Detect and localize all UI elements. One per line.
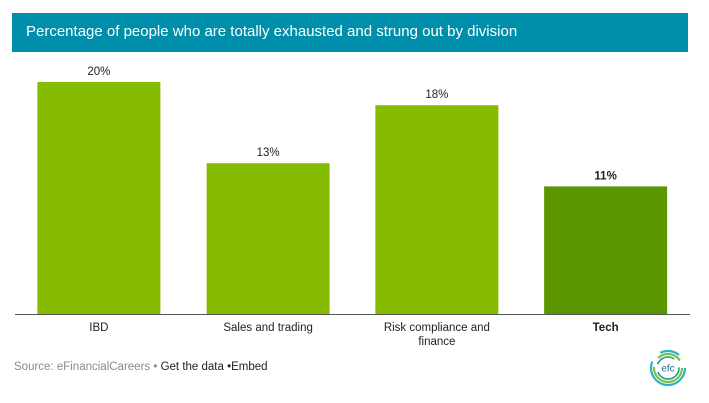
bar-tech <box>544 186 668 314</box>
x-tick-label: Sales and trading <box>223 322 313 334</box>
bar-risk-compliance-and-finance <box>375 105 499 314</box>
data-label: 13% <box>257 147 280 159</box>
logo-ring-middle <box>652 352 684 384</box>
bar-ibd <box>37 82 161 314</box>
logo-ring-inner <box>656 356 680 380</box>
data-label: 11% <box>594 170 616 182</box>
chart-title: Percentage of people who are totally exh… <box>26 23 518 40</box>
x-tick-label: finance <box>418 336 455 348</box>
embed-link[interactable]: •Embed <box>227 361 268 373</box>
data-label: 20% <box>87 66 110 78</box>
footer-separator: • <box>153 361 158 373</box>
x-tick-label: IBD <box>89 322 108 334</box>
source-text: Source: eFinancialCareers <box>14 361 151 373</box>
efc-logo: efc <box>649 349 687 387</box>
data-label: 18% <box>425 89 448 101</box>
logo-ring-outer <box>649 349 687 387</box>
logo-text: efc <box>661 364 674 375</box>
get-the-data-link[interactable]: Get the data <box>160 361 224 373</box>
footer: Source: eFinancialCareers • Get the data… <box>14 361 268 373</box>
x-tick-label: Tech <box>593 322 619 334</box>
title-bar: Percentage of people who are totally exh… <box>12 13 688 52</box>
bar-chart: 20% IBD 13% Sales and trading 18% Risk compli… <box>15 66 690 348</box>
bar-sales-and-trading <box>206 163 330 314</box>
x-tick-label: Risk compliance and <box>384 322 490 334</box>
